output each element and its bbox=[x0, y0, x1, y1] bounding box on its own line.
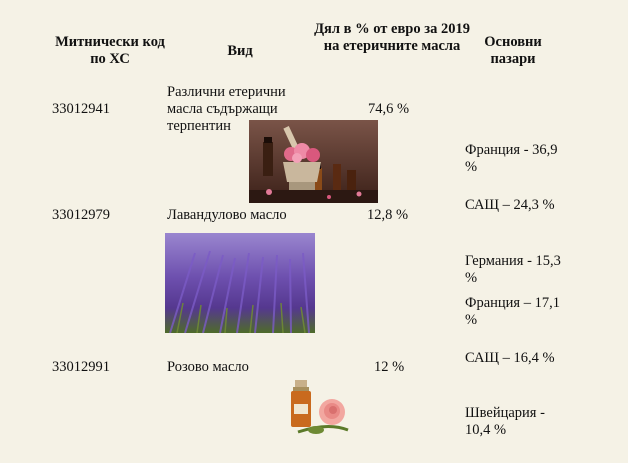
row-share: 74,6 % bbox=[368, 101, 410, 117]
row-kind: Розово масло bbox=[167, 359, 249, 375]
rose-oil-image bbox=[288, 378, 358, 436]
market-item: САЩ – 16,4 % bbox=[465, 350, 555, 366]
header-share: Дял в % от евро за 2019 на етеричните ма… bbox=[314, 21, 470, 54]
row-share: 12 % bbox=[374, 359, 405, 375]
market-item: Германия - 15,3 % bbox=[465, 253, 561, 286]
row-code: 33012941 bbox=[52, 101, 110, 117]
row-kind: Лавандулово масло bbox=[167, 207, 287, 223]
market-item: Франция – 17,1 % bbox=[465, 295, 560, 328]
row-kind: Различни етерични масла съдържащи терпен… bbox=[167, 84, 286, 134]
row-share: 12,8 % bbox=[367, 207, 409, 223]
header-markets: Основни пазари bbox=[484, 34, 542, 67]
essential-oils-image bbox=[249, 120, 378, 203]
row-code: 33012991 bbox=[52, 359, 110, 375]
market-item: Франция - 36,9 % bbox=[465, 142, 558, 175]
market-item: САЩ – 24,3 % bbox=[465, 197, 555, 213]
row-code: 33012979 bbox=[52, 207, 110, 223]
header-kind: Вид bbox=[227, 43, 253, 59]
market-item: Швейцария - 10,4 % bbox=[465, 405, 545, 438]
header-code: Митнически код по ХС bbox=[55, 34, 165, 67]
lavender-field-image bbox=[165, 233, 315, 333]
